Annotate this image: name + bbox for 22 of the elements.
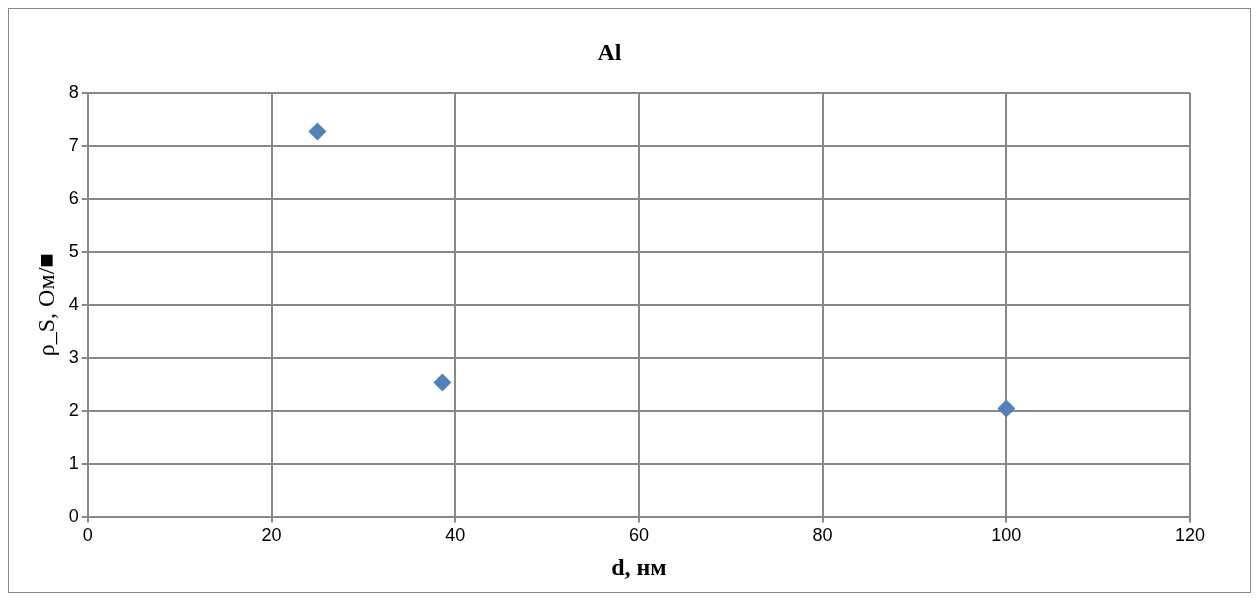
y-tick-label: 4 <box>68 293 79 314</box>
y-tick-label: 5 <box>68 240 79 261</box>
y-tick-label: 0 <box>68 505 79 526</box>
y-axis-title: ρ_S, Ом/■ <box>32 253 59 357</box>
point <box>308 122 327 141</box>
x-tick-label: 100 <box>991 525 1022 546</box>
y-tick-label: 6 <box>68 187 79 208</box>
x-tick-label: 60 <box>628 525 649 546</box>
point <box>433 373 452 392</box>
y-tick-label: 8 <box>68 81 79 102</box>
x-tick-label: 80 <box>812 525 833 546</box>
x-tick-label: 120 <box>1174 525 1206 546</box>
y-tick-label: 1 <box>68 452 79 473</box>
x-axis-title: d, нм <box>611 553 667 580</box>
chart-title: Al <box>597 38 622 65</box>
y-tick-label: 7 <box>68 134 79 155</box>
x-tick-label: 20 <box>261 525 282 546</box>
x-tick-label: 40 <box>445 525 466 546</box>
point <box>997 399 1016 418</box>
x-tick-label: 0 <box>82 525 93 546</box>
y-tick-label: 2 <box>68 399 79 420</box>
y-tick-label: 3 <box>68 346 79 367</box>
